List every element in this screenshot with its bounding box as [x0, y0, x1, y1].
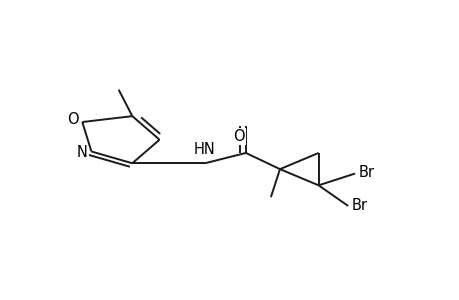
Text: N: N — [77, 145, 88, 160]
Text: HN: HN — [193, 142, 214, 158]
Text: Br: Br — [351, 198, 367, 213]
Text: O: O — [233, 129, 244, 144]
Text: O: O — [67, 112, 78, 127]
Text: Br: Br — [358, 166, 374, 181]
